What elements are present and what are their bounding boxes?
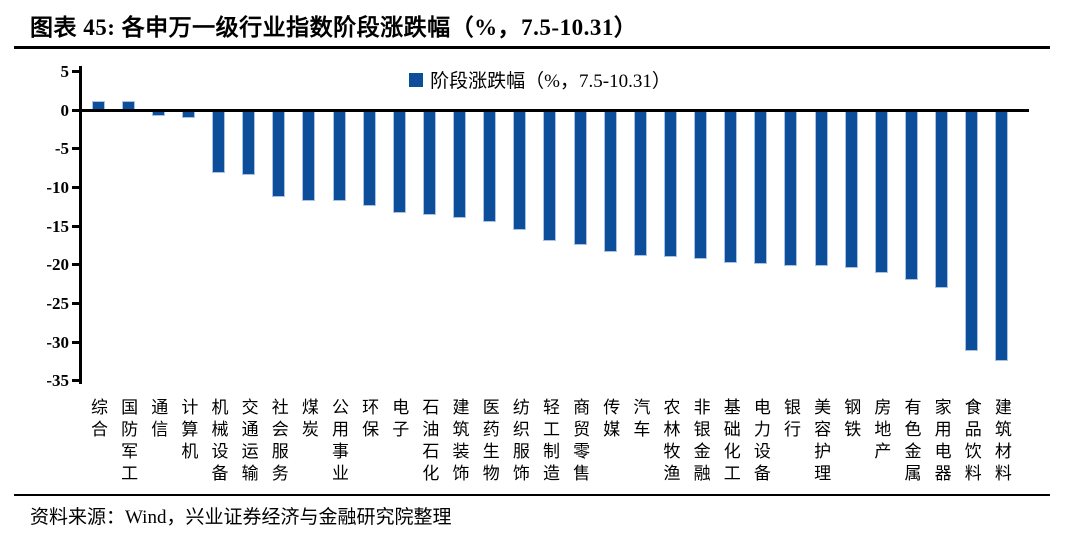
- bar: [362, 110, 376, 206]
- bar: [633, 110, 647, 256]
- legend-swatch-icon: [409, 72, 424, 87]
- bar: [242, 110, 256, 176]
- y-axis-tick: [72, 340, 79, 344]
- x-axis-label: 非银金融: [690, 398, 710, 486]
- bar: [422, 110, 436, 216]
- bar: [573, 110, 587, 245]
- footer-divider: [14, 494, 1050, 496]
- y-axis-tick: [72, 185, 79, 189]
- x-axis-label: 汽车: [630, 398, 650, 442]
- y-axis-label: -5: [54, 139, 69, 159]
- bar: [513, 110, 527, 230]
- x-axis-label: 国防军工: [118, 398, 138, 486]
- x-axis-label: 钢铁: [841, 398, 861, 442]
- x-axis-label: 轻工制造: [539, 398, 559, 486]
- bar: [844, 110, 858, 268]
- y-axis-label: -15: [46, 216, 69, 236]
- bar: [272, 110, 286, 198]
- bar: [212, 110, 226, 174]
- x-axis-label: 通信: [148, 398, 168, 442]
- x-axis-label: 交通运输: [238, 398, 258, 486]
- bar: [724, 110, 738, 264]
- chart-legend: 阶段涨跌幅（%，7.5-10.31）: [0, 66, 1080, 93]
- x-axis-label: 综合: [88, 398, 107, 442]
- x-axis-label: 有色金属: [901, 398, 921, 486]
- title-divider: [14, 46, 1050, 49]
- x-axis-label: 农林牧渔: [660, 398, 680, 486]
- x-axis-label: 家用电器: [931, 398, 951, 486]
- x-axis-label: 银行: [780, 398, 800, 442]
- x-axis-label: 美容护理: [811, 398, 831, 486]
- y-axis-label: -30: [46, 332, 69, 352]
- y-axis-tick: [72, 108, 79, 112]
- bar: [332, 110, 346, 202]
- bar: [935, 110, 949, 289]
- x-axis-label: 石油石化: [419, 398, 439, 486]
- y-axis-tick: [72, 263, 79, 267]
- x-axis-label: 公用事业: [329, 398, 349, 486]
- legend-label: 阶段涨跌幅（%，7.5-10.31）: [430, 71, 671, 92]
- x-axis-label: 医药生物: [479, 398, 499, 486]
- y-axis-label: -25: [46, 294, 69, 313]
- y-axis-label: 0: [60, 100, 70, 120]
- y-axis-tick: [72, 69, 79, 73]
- bar: [754, 110, 768, 265]
- x-axis-label: 基础化工: [720, 398, 740, 486]
- y-axis-tick: [72, 147, 79, 151]
- y-axis-tick: [72, 302, 79, 305]
- y-axis-line: [79, 66, 82, 384]
- y-axis-tick: [72, 224, 79, 228]
- x-axis-label: 电子: [389, 398, 409, 442]
- bar: [784, 110, 798, 266]
- x-axis-label: 建筑装饰: [449, 398, 469, 486]
- data-source-note: 资料来源：Wind，兴业证券经济与金融研究院整理: [30, 507, 452, 528]
- x-axis-label: 传媒: [600, 398, 620, 442]
- bar: [905, 110, 918, 281]
- bar: [874, 110, 888, 274]
- x-axis-label: 机械设备: [208, 398, 228, 486]
- bar: [302, 110, 316, 201]
- bar: [453, 110, 467, 218]
- zero-line: [79, 108, 1029, 112]
- x-axis-label: 建筑材料: [991, 398, 1011, 486]
- x-axis-label: 商贸零售: [570, 398, 590, 486]
- x-axis-label: 环保: [359, 398, 379, 442]
- y-axis-label: -20: [46, 255, 69, 275]
- x-axis-label: 纺织服饰: [509, 398, 529, 486]
- bar: [965, 110, 979, 352]
- y-axis-label: 5: [60, 61, 70, 81]
- x-axis-label: 煤炭: [298, 398, 318, 442]
- x-axis-label: 计算机: [178, 398, 198, 464]
- bar: [543, 110, 557, 241]
- x-axis-label: 食品饮料: [961, 398, 981, 486]
- bar: [603, 110, 617, 252]
- chart-title: 图表 45: 各申万一级行业指数阶段涨跌幅（%，7.5-10.31）: [30, 15, 638, 40]
- bar: [814, 110, 828, 267]
- y-axis-label: -10: [46, 177, 69, 197]
- bar: [694, 110, 708, 260]
- bar: [995, 110, 1009, 361]
- x-axis-label: 社会服务: [268, 398, 288, 486]
- y-axis-label: -35: [46, 371, 69, 391]
- bar: [392, 110, 406, 213]
- bar: [663, 110, 677, 258]
- x-axis-label: 电力设备: [750, 398, 770, 486]
- x-axis-label: 房地产: [871, 398, 891, 464]
- y-axis-tick: [72, 379, 79, 383]
- bar: [483, 110, 497, 223]
